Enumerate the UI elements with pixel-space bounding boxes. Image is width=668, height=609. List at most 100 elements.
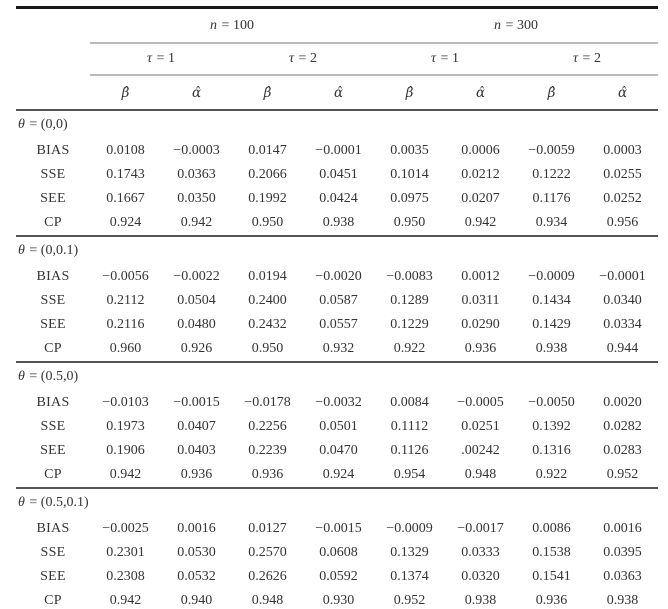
value-cell: 0.0501 bbox=[319, 419, 358, 434]
row-label: SSE bbox=[40, 545, 66, 560]
value-cell: 0.0020 bbox=[603, 395, 642, 410]
theta-label: θ = (0.5,0) bbox=[16, 362, 658, 391]
value-cell: −0.0003 bbox=[173, 143, 220, 158]
stat-row: BIAS −0.0103 −0.0015 −0.0178 −0.0032 0.0084 −0… bbox=[16, 391, 658, 415]
value-cell: −0.0032 bbox=[315, 395, 362, 410]
value-cell: 0.2066 bbox=[248, 167, 287, 182]
value-cell: 0.0147 bbox=[248, 143, 287, 158]
value-cell: 0.0086 bbox=[532, 521, 571, 536]
tau-header-row: τ = 1 τ = 2 τ = 1 τ = 2 bbox=[16, 43, 658, 76]
value-cell: −0.0020 bbox=[315, 269, 362, 284]
value-cell: −0.0178 bbox=[244, 395, 291, 410]
theta-value: = (0,0) bbox=[25, 117, 68, 132]
theta-row: θ = (0.5,0) bbox=[16, 362, 658, 391]
value-cell: 0.0480 bbox=[177, 317, 216, 332]
row-label: CP bbox=[16, 589, 90, 609]
value-cell: 0.0407 bbox=[177, 419, 216, 434]
tau-symbol: τ bbox=[431, 51, 437, 66]
value-cell: 0.952 bbox=[587, 463, 658, 489]
value-cell: 0.0587 bbox=[319, 293, 358, 308]
beta-hat-header: β̂ bbox=[232, 75, 303, 111]
value-cell: 0.0016 bbox=[177, 521, 216, 536]
alpha-hat-header: α̂ bbox=[445, 75, 516, 111]
theta-row: θ = (0.5,0.1) bbox=[16, 488, 658, 517]
theta-symbol: θ bbox=[18, 495, 25, 510]
value-cell: 0.0035 bbox=[390, 143, 429, 158]
value-cell: −0.0050 bbox=[528, 395, 575, 410]
table-header: n = 100 n = 300 τ = 1 τ = 2 τ = 1 τ = 2 … bbox=[16, 7, 658, 111]
value-cell: 0.936 bbox=[516, 589, 587, 609]
stat-row: BIAS −0.0025 0.0016 0.0127 −0.0015 −0.0009 −0.… bbox=[16, 517, 658, 541]
row-label: SSE bbox=[40, 293, 66, 308]
stat-row: CP 0.924 0.942 0.950 0.938 0.950 0.942 0.934 0.9… bbox=[16, 211, 658, 237]
stub-cell bbox=[16, 75, 90, 111]
value-cell: 0.950 bbox=[232, 337, 303, 363]
value-cell: 0.2116 bbox=[106, 317, 145, 332]
value-cell: 0.0424 bbox=[319, 191, 358, 206]
value-cell: 0.932 bbox=[303, 337, 374, 363]
value-cell: 0.2239 bbox=[248, 443, 287, 458]
parameter-header-row: β̂ α̂ β̂ α̂ β̂ α̂ β̂ α̂ bbox=[16, 75, 658, 111]
stat-row: SSE 0.2112 0.0504 0.2400 0.0587 0.1289 0.0311 0… bbox=[16, 289, 658, 313]
stat-row: BIAS 0.0108 −0.0003 0.0147 −0.0001 0.0035 0.00… bbox=[16, 139, 658, 163]
value-cell: 0.0311 bbox=[461, 293, 500, 308]
value-cell: −0.0103 bbox=[102, 395, 149, 410]
theta-symbol: θ bbox=[18, 117, 25, 132]
value-cell: 0.0532 bbox=[177, 569, 216, 584]
value-cell: 0.944 bbox=[587, 337, 658, 363]
stat-row: SSE 0.2301 0.0530 0.2570 0.0608 0.1329 0.0333 0… bbox=[16, 541, 658, 565]
value-cell: 0.0006 bbox=[461, 143, 500, 158]
value-cell: 0.0084 bbox=[390, 395, 429, 410]
value-cell: −0.0001 bbox=[599, 269, 646, 284]
value-cell: 0.948 bbox=[445, 463, 516, 489]
alpha-hat-header: α̂ bbox=[161, 75, 232, 111]
alpha-hat-header: α̂ bbox=[587, 75, 658, 111]
value-cell: 0.0395 bbox=[603, 545, 642, 560]
value-cell: 0.922 bbox=[516, 463, 587, 489]
tau-value: = 1 bbox=[153, 51, 175, 66]
value-cell: 0.0207 bbox=[461, 191, 500, 206]
value-cell: 0.0975 bbox=[390, 191, 429, 206]
value-cell: 0.1014 bbox=[390, 167, 429, 182]
value-cell: 0.0333 bbox=[461, 545, 500, 560]
value-cell: 0.1992 bbox=[248, 191, 287, 206]
stat-row: SSE 0.1973 0.0407 0.2256 0.0501 0.1112 0.0251 0… bbox=[16, 415, 658, 439]
theta-row: θ = (0,0) bbox=[16, 110, 658, 139]
value-cell: 0.940 bbox=[161, 589, 232, 609]
value-cell: 0.938 bbox=[303, 211, 374, 237]
row-label: SSE bbox=[40, 167, 66, 182]
table-body: θ = (0,0) BIAS 0.0108 −0.0003 0.0147 −0.0001 0… bbox=[16, 110, 658, 609]
stat-row: SSE 0.1743 0.0363 0.2066 0.0451 0.1014 0.0212 0… bbox=[16, 163, 658, 187]
value-cell: 0.1538 bbox=[532, 545, 571, 560]
stat-row: CP 0.942 0.936 0.936 0.924 0.954 0.948 0.922 0.9… bbox=[16, 463, 658, 489]
row-label: SEE bbox=[40, 443, 66, 458]
value-cell: 0.0212 bbox=[461, 167, 500, 182]
value-cell: 0.2256 bbox=[248, 419, 287, 434]
value-cell: 0.926 bbox=[161, 337, 232, 363]
value-cell: 0.1229 bbox=[390, 317, 429, 332]
row-label: BIAS bbox=[36, 143, 70, 158]
value-cell: 0.0504 bbox=[177, 293, 216, 308]
value-cell: 0.942 bbox=[161, 211, 232, 237]
value-cell: −0.0005 bbox=[457, 395, 504, 410]
value-cell: 0.2626 bbox=[248, 569, 287, 584]
value-cell: 0.934 bbox=[516, 211, 587, 237]
row-label: SEE bbox=[40, 191, 66, 206]
value-cell: 0.0320 bbox=[461, 569, 500, 584]
tau-group-2: τ = 2 bbox=[232, 43, 374, 76]
value-cell: 0.0530 bbox=[177, 545, 216, 560]
value-cell: 0.0340 bbox=[603, 293, 642, 308]
tau-group-3: τ = 1 bbox=[374, 43, 516, 76]
value-cell: 0.0350 bbox=[177, 191, 216, 206]
tau-symbol: τ bbox=[289, 51, 295, 66]
stat-row: BIAS −0.0056 −0.0022 0.0194 −0.0020 −0.0083 0.… bbox=[16, 265, 658, 289]
row-label: CP bbox=[16, 463, 90, 489]
theta-value: = (0.5,0.1) bbox=[25, 495, 89, 510]
value-cell: 0.1667 bbox=[106, 191, 145, 206]
tau-value: = 2 bbox=[579, 51, 601, 66]
value-cell: 0.942 bbox=[445, 211, 516, 237]
value-cell: 0.1289 bbox=[390, 293, 429, 308]
value-cell: −0.0015 bbox=[173, 395, 220, 410]
stat-row: SEE 0.2116 0.0480 0.2432 0.0557 0.1229 0.0290 0… bbox=[16, 313, 658, 337]
